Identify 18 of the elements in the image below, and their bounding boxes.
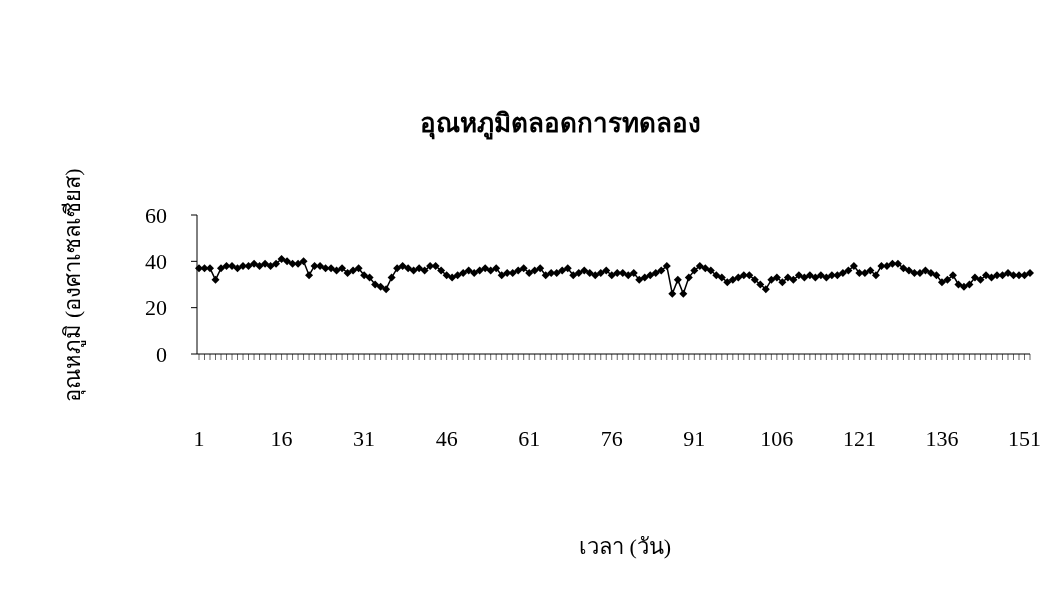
x-axis-title: เวลา (วัน) <box>578 534 672 559</box>
x-tick-label: 16 <box>270 426 293 451</box>
x-tick-label: 1 <box>193 426 205 451</box>
x-tick-label: 91 <box>683 426 706 451</box>
x-tick-label: 31 <box>353 426 376 451</box>
y-tick-label: 0 <box>156 341 167 367</box>
x-tick-label: 121 <box>842 426 876 451</box>
x-tick-label: 136 <box>925 426 959 451</box>
y-tick-label: 20 <box>145 295 167 321</box>
x-tick-label: 106 <box>760 426 794 451</box>
y-tick-label: 60 <box>145 202 167 228</box>
x-tick-label: 61 <box>518 426 541 451</box>
x-tick-label: 151 <box>1008 426 1041 451</box>
y-axis-title: อุณหภูมิ (องศาเซลเซียส) <box>60 168 86 402</box>
chart-title: อุณหภูมิตลอดการทดลอง <box>419 109 701 140</box>
x-tick-label: 46 <box>435 426 458 451</box>
x-tick-label: 76 <box>600 426 623 451</box>
y-tick-label: 40 <box>145 249 167 275</box>
